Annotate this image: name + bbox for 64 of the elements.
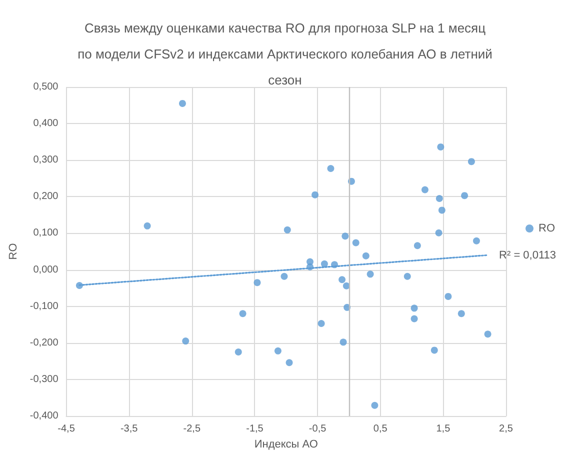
- y-axis-title: RO: [8, 242, 20, 260]
- x-tick-label: -2,5: [183, 424, 201, 434]
- point: [331, 261, 338, 268]
- x-tick-label: -3,5: [120, 424, 138, 434]
- y-tick-label: 0,500: [33, 82, 59, 92]
- point: [444, 292, 452, 300]
- y-tick-label: 0,200: [33, 191, 59, 202]
- point: [320, 260, 328, 268]
- point: [366, 270, 374, 278]
- point: [286, 359, 293, 366]
- x-tick-label: 2,5: [499, 424, 514, 434]
- point: [284, 226, 291, 234]
- point: [458, 310, 465, 318]
- point: [371, 402, 378, 409]
- point: [352, 239, 360, 246]
- point: [144, 222, 151, 230]
- y-tick-label: -0,300: [30, 374, 59, 385]
- point: [468, 158, 475, 166]
- point: [437, 143, 444, 150]
- point: [472, 237, 480, 244]
- point: [362, 252, 370, 260]
- y-tick-label: -0,200: [30, 337, 59, 348]
- point: [274, 347, 282, 354]
- point: [234, 348, 242, 356]
- x-axis-title: Индексы АО: [254, 438, 318, 450]
- point: [280, 272, 288, 280]
- point: [318, 320, 325, 328]
- y-tick-label: 0,100: [33, 228, 59, 239]
- legend-label: RO: [538, 222, 556, 234]
- y-tick-label: 0,400: [33, 118, 59, 130]
- point: [342, 282, 350, 290]
- point: [312, 191, 319, 198]
- point: [239, 310, 246, 318]
- point: [484, 330, 492, 338]
- point: [182, 338, 190, 345]
- y-tick-label: 0,000: [33, 264, 59, 276]
- x-tick-label: -0,5: [308, 424, 327, 434]
- point: [76, 282, 83, 289]
- point: [340, 338, 347, 346]
- point: [430, 346, 438, 354]
- point: [438, 206, 446, 214]
- y-tick-label: 0,300: [33, 154, 59, 166]
- point: [338, 276, 346, 284]
- x-tick-label: -4,5: [58, 424, 76, 434]
- point: [327, 165, 334, 172]
- point: [342, 232, 349, 240]
- chart-title: Связь между оценками качества RO для прогноза SLP на 1 месяц по модели CFSv2 и индексами Арктического колебания АО в летний сезон: [78, 20, 492, 88]
- point: [410, 304, 418, 312]
- point: [421, 186, 428, 194]
- x-tick-label: 0,5: [373, 424, 388, 434]
- point: [410, 315, 418, 322]
- point: [254, 279, 261, 286]
- point: [461, 192, 468, 200]
- point: [306, 263, 314, 270]
- point: [436, 194, 443, 202]
- annotation: R² = 0,0113: [499, 250, 556, 262]
- x-tick-label: 1,5: [436, 424, 451, 434]
- point: [435, 229, 442, 236]
- y-tick-label: -0,400: [30, 410, 59, 422]
- x-tick-label: -1,5: [246, 424, 264, 434]
- point: [404, 272, 411, 280]
- point: [178, 100, 186, 107]
- y-tick-label: -0,100: [30, 300, 59, 312]
- point: [414, 242, 421, 250]
